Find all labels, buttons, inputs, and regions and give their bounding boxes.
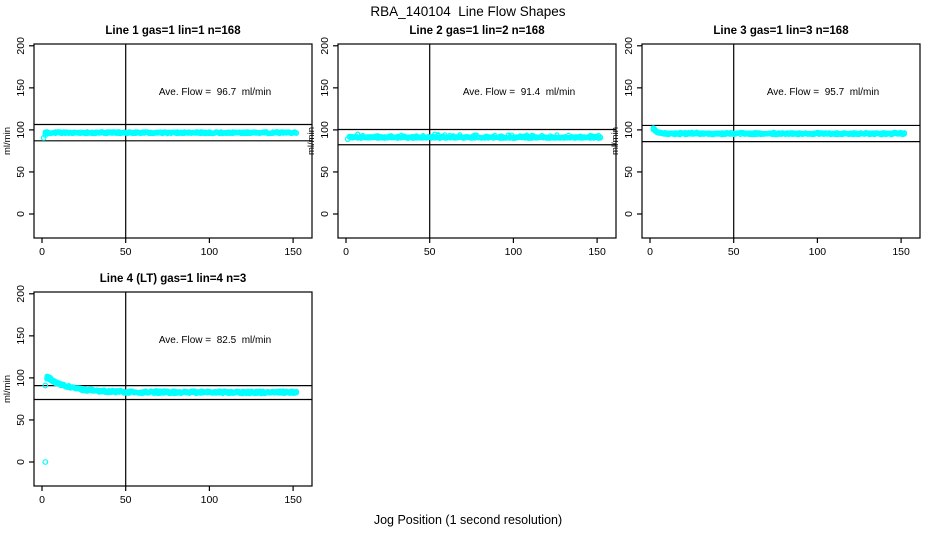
x-axis-ticks: 0 50 100 150 [39,486,302,506]
y-tick-label: 100 [15,369,27,387]
y-tick-label: 0 [15,459,27,465]
outlier-point [47,374,54,381]
x-axis-ticks: 0 50 100 150 [39,238,302,258]
page-title: RBA_140104 Line Flow Shapes [370,4,566,19]
y-tick-label: 0 [15,211,27,217]
ave-flow-annotation: Ave. Flow = 96.7 ml/min [159,87,271,98]
outlier-point [344,136,351,143]
plot-box [33,291,313,487]
y-axis-title: ml/min [306,127,317,155]
x-axis-ticks: 0 50 100 150 [343,238,606,258]
x-tick-label: 50 [120,494,132,506]
y-tick-label: 50 [319,166,331,178]
panel-title: Line 3 gas=1 lin=3 n=168 [713,25,849,37]
x-axis-ticks: 0 50 100 150 [647,238,910,258]
y-tick-label: 100 [15,121,27,139]
x-tick-label: 100 [201,246,219,258]
y-axis-ticks: 0 50 100 150 200 [623,37,642,217]
y-tick-label: 200 [15,37,27,55]
y-tick-label: 50 [15,166,27,178]
y-tick-label: 0 [319,211,331,217]
x-tick-label: 50 [424,246,436,258]
data-points [42,373,300,465]
x-tick-label: 0 [39,246,45,258]
data-points [40,129,300,141]
panel-4-plot: Line 4 (LT) gas=1 lin=4 n=3 0 50 100 150 0 50 1… [2,273,313,506]
outlier-point [42,382,49,389]
outlier-point [42,459,49,465]
ave-flow-annotation: Ave. Flow = 82.5 ml/min [159,335,271,346]
x-tick-label: 100 [201,494,219,506]
x-axis-label: Jog Position (1 second resolution) [373,513,563,527]
x-tick-label: 50 [120,246,132,258]
y-tick-label: 150 [15,79,27,97]
outlier-point [651,126,658,132]
x-tick-label: 150 [588,246,606,258]
panel-3-plot: Line 3 gas=1 lin=3 n=168 0 50 100 150 0 50 100 1… [610,25,921,258]
x-tick-label: 100 [505,246,523,258]
ave-flow-annotation: Ave. Flow = 95.7 ml/min [767,87,879,98]
y-tick-label: 200 [319,37,331,55]
y-tick-label: 200 [623,37,635,55]
y-axis-title: ml/min [2,127,13,155]
data-points [650,125,908,138]
panel-title: Line 2 gas=1 lin=2 n=168 [409,25,545,37]
y-axis-ticks: 0 50 100 150 200 [319,37,338,217]
ave-flow-annotation: Ave. Flow = 91.4 ml/min [463,87,575,98]
y-tick-label: 150 [15,327,27,345]
x-tick-label: 150 [892,246,910,258]
data-points [344,131,604,143]
panel-2-plot: Line 2 gas=1 lin=2 n=168 0 50 100 150 0 50 100 1… [306,25,617,258]
outlier-point [42,132,49,138]
y-axis-ticks: 0 50 100 150 200 [15,285,34,465]
y-axis-title: ml/min [2,375,13,403]
x-tick-label: 0 [39,494,45,506]
x-tick-label: 100 [809,246,827,258]
panel-title: Line 4 (LT) gas=1 lin=4 n=3 [100,273,246,285]
y-axis-ticks: 0 50 100 150 200 [15,37,34,217]
y-tick-label: 50 [623,166,635,178]
y-tick-label: 150 [319,79,331,97]
panel-title: Line 1 gas=1 lin=1 n=168 [105,25,241,37]
x-tick-label: 150 [284,494,302,506]
y-tick-label: 50 [15,414,27,426]
plot-box [337,43,617,239]
x-tick-label: 150 [284,246,302,258]
y-tick-label: 200 [15,285,27,303]
y-axis-title: ml/min [610,127,621,155]
panel-1-plot: Line 1 gas=1 lin=1 n=168 0 50 100 150 0 50 100 1… [2,25,313,258]
x-tick-label: 50 [728,246,740,258]
y-tick-label: 100 [623,121,635,139]
x-tick-label: 0 [343,246,349,258]
y-tick-label: 150 [623,79,635,97]
y-tick-label: 100 [319,121,331,139]
x-tick-label: 0 [647,246,653,258]
y-tick-label: 0 [623,211,635,217]
